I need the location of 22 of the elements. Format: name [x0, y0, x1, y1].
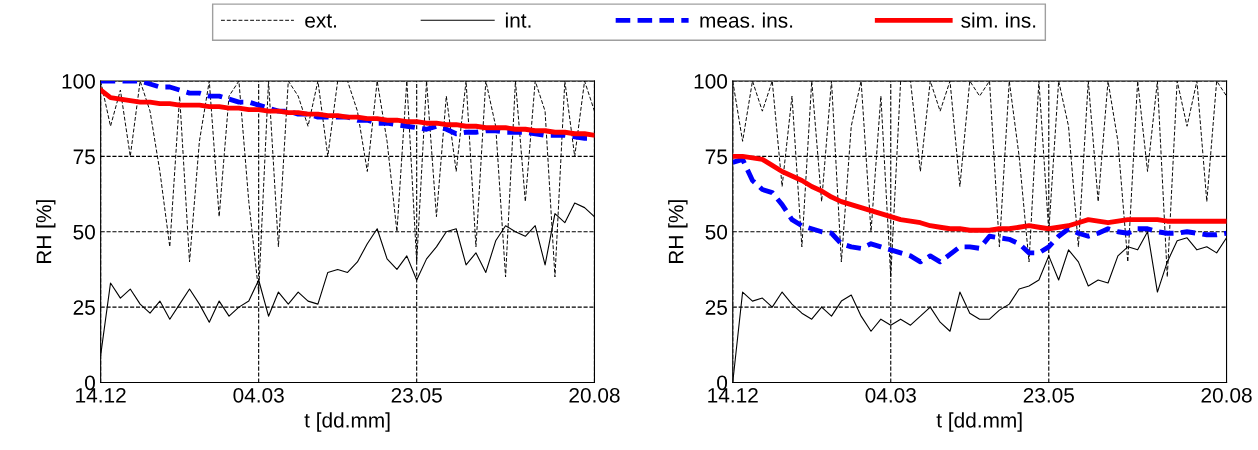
- x-tick-label: 20.08: [569, 387, 620, 403]
- legend-label: int.: [505, 12, 531, 28]
- y-tick-label: 25: [73, 300, 95, 315]
- y-axis-title: RH [%]: [668, 200, 688, 264]
- x-tick-label: 04.03: [233, 387, 284, 403]
- y-tick-label: 100: [694, 74, 728, 89]
- y-tick-label: 50: [705, 224, 728, 240]
- x-tick-label: 23.05: [1023, 387, 1074, 403]
- y-tick-label: 75: [73, 149, 95, 165]
- x-tick-label: 23.05: [391, 387, 442, 403]
- x-tick-label: 20.08: [1201, 387, 1252, 403]
- legend-label: sim. ins.: [961, 12, 1036, 28]
- y-tick-label: 25: [705, 300, 727, 315]
- legend-label: ext.: [305, 14, 336, 28]
- x-axis-title: t [dd.mm]: [936, 412, 1022, 432]
- y-tick-label: 75: [705, 149, 727, 165]
- x-tick-label: 04.03: [865, 387, 916, 403]
- x-axis-title: t [dd.mm]: [304, 412, 390, 432]
- legend-label: meas. ins.: [700, 12, 793, 28]
- y-axis-title: RH [%]: [36, 200, 56, 264]
- y-tick-label: 100: [62, 74, 95, 89]
- y-tick-label: 50: [73, 224, 95, 240]
